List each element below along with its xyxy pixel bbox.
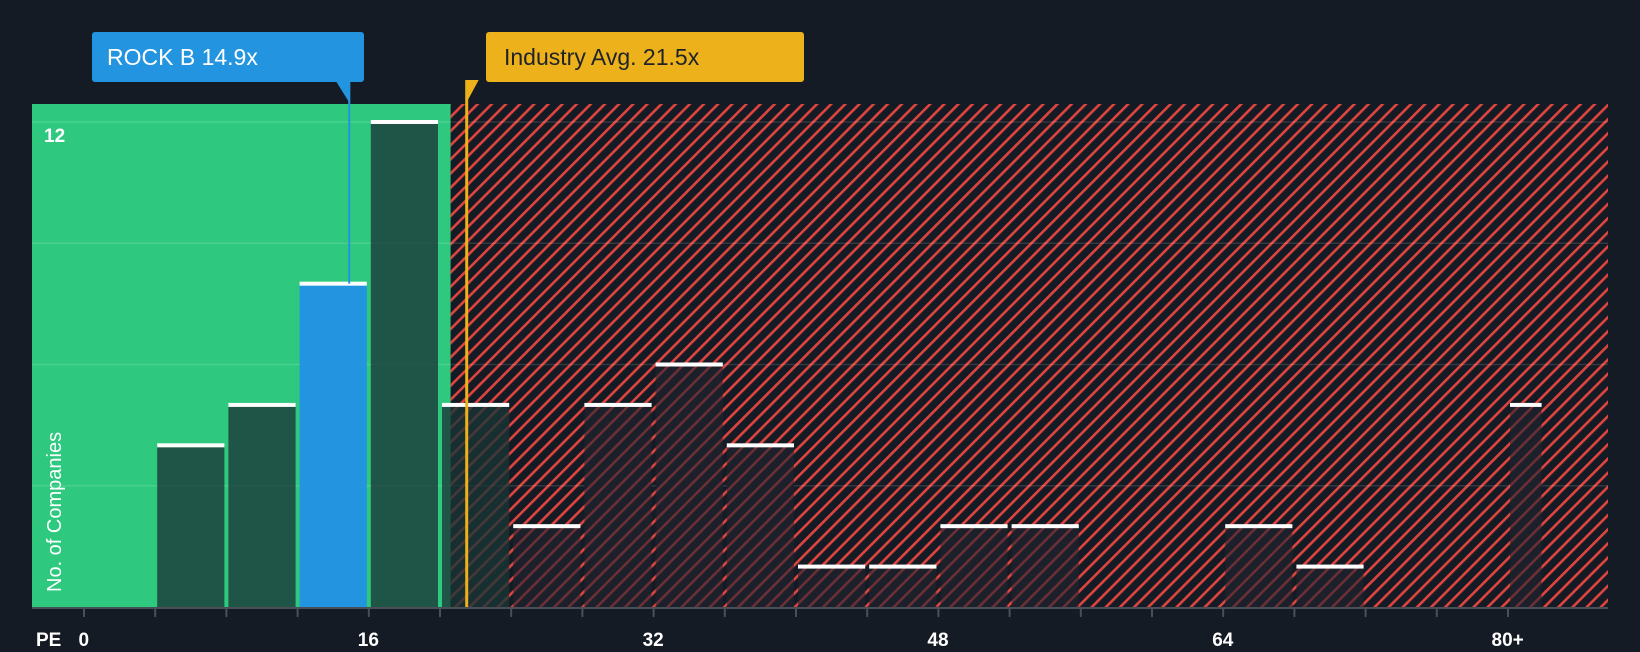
bar-cap	[726, 443, 794, 448]
bar-cap	[442, 402, 510, 407]
histogram-bar	[370, 120, 438, 607]
bar-cap	[1296, 564, 1364, 569]
bar-cap	[1225, 524, 1293, 529]
x-tick-label: 64	[1212, 630, 1234, 651]
histogram-bar	[869, 564, 937, 607]
histogram-bar	[1225, 524, 1293, 607]
histogram-bar	[726, 443, 794, 607]
histogram-bar	[1296, 564, 1364, 607]
marker-lines	[335, 80, 479, 607]
bar-cap	[940, 524, 1008, 529]
y-axis-title: No. of Companies	[44, 431, 66, 592]
y-max-tick-label: 12	[44, 126, 66, 147]
histogram-bar	[299, 281, 367, 607]
histogram-bar	[584, 402, 652, 607]
histogram-bar	[655, 362, 723, 607]
x-tick-label: 16	[357, 630, 379, 651]
histogram-bar	[442, 402, 510, 607]
histogram-bar	[940, 524, 1008, 607]
histogram-bar	[513, 524, 581, 607]
x-axis	[32, 607, 1608, 617]
bar-cap	[798, 564, 866, 569]
bar-cap	[1510, 402, 1542, 407]
histogram-bars	[157, 120, 1542, 607]
x-tick-label: 80+	[1491, 630, 1524, 651]
bar-cap	[157, 443, 225, 448]
x-tick-label: 0	[78, 630, 90, 651]
x-axis-title: PE	[36, 630, 62, 651]
company-pe-label: ROCK B 14.9x	[107, 44, 258, 70]
histogram-bar	[798, 564, 866, 607]
bar-cap	[869, 564, 937, 569]
bar-cap	[370, 120, 438, 124]
industry-avg-pointer	[465, 80, 479, 104]
bar-cap	[655, 362, 723, 367]
bar-cap	[513, 524, 581, 529]
bar-cap	[1011, 524, 1079, 529]
histogram-bar	[228, 402, 296, 607]
histogram-bar	[1011, 524, 1079, 607]
company-pe-callout: ROCK B 14.9x	[92, 32, 364, 82]
industry-avg-callout: Industry Avg. 21.5x	[486, 32, 804, 82]
bar-cap	[299, 281, 367, 286]
histogram-bar	[157, 443, 225, 607]
bar-cap	[584, 402, 652, 407]
company-pe-pointer	[335, 80, 351, 104]
x-tick-label: 32	[642, 630, 664, 651]
histogram-bar	[1510, 402, 1542, 607]
bar-cap	[228, 402, 296, 407]
x-tick-label: 48	[927, 630, 949, 651]
industry-avg-label: Industry Avg. 21.5x	[504, 44, 700, 70]
